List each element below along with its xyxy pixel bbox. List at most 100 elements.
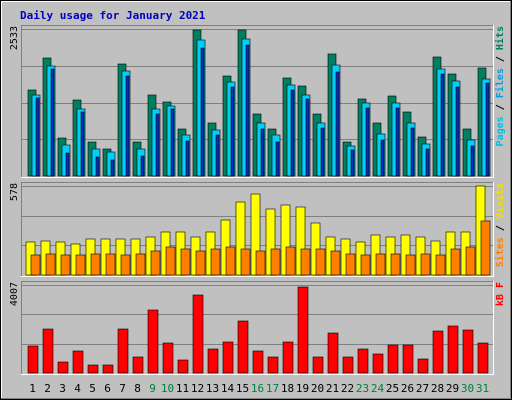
top-legend-part: Files [494,68,506,98]
top-bar-pages-day-8 [140,155,145,177]
bot-series-legend: kB F [495,282,506,306]
top-bar-pages-day-16 [260,128,265,177]
top-legend-part: Pages [495,116,506,146]
x-tick-label-day-9: 9 [149,382,156,395]
mid-bar-sites-day-11 [180,248,191,276]
bot-bar-kb-f-day-9 [147,309,159,374]
x-tick-label-day-14: 14 [221,382,235,395]
mid-panel: 578 Sites / Visits [9,182,506,277]
x-tick-label-day-19: 19 [296,382,309,395]
top-legend-part: / [495,50,506,68]
top-bar-pages-day-3 [65,152,70,177]
bot-bar-kb-f-day-25 [387,344,399,374]
bot-bar-kb-f-day-3 [57,361,69,374]
mid-ymax-label: 578 [9,183,20,201]
x-tick-label-day-30: 30 [461,382,474,395]
top-bar-pages-day-17 [275,141,280,177]
x-tick-label-day-25: 25 [386,382,399,395]
mid-bar-sites-day-16 [255,250,266,276]
x-tick-label-day-22: 22 [341,382,354,395]
x-tick-label-day-4: 4 [74,382,81,395]
x-tick-label-day-18: 18 [281,382,294,395]
mid-bar-sites-day-3 [60,254,71,276]
top-bar-pages-day-25 [395,107,400,177]
x-tick-label-day-26: 26 [401,382,414,395]
x-tick-label-day-27: 27 [416,382,429,395]
top-legend-part: / [495,98,506,116]
mid-bar-sites-day-31 [480,220,491,276]
mid-bar-visits-day-15 [235,201,246,276]
mid-legend-part: Sites [494,237,506,267]
mid-bar-sites-day-9 [150,250,161,276]
top-ymax-label: 2533 [9,26,20,50]
top-bar-pages-day-26 [410,127,415,177]
x-axis-tick-labels: 1 2 3 4 5 6 7 8 9 10 11 12 13 14 15 16 17 18 19 20 21 22 23 24 2… [29,382,489,395]
x-tick-label-day-1: 1 [29,382,36,395]
bot-bar-kb-f-day-14 [222,341,234,374]
mid-bar-sites-day-17 [270,248,281,276]
mid-bar-sites-day-24 [375,253,386,276]
mid-bar-sites-day-15 [240,248,251,276]
top-panel: 2533 Pages / Files / Hits [9,25,506,178]
x-tick-label-day-16: 16 [251,382,264,395]
x-tick-label-day-10: 10 [161,382,174,395]
x-tick-label-day-24: 24 [371,382,385,395]
top-bar-pages-day-11 [185,140,190,177]
mid-legend-part: Visits [494,183,506,219]
bot-bar-kb-f-day-28 [432,330,444,374]
top-bar-pages-day-7 [125,75,130,177]
bot-bar-kb-f-day-17 [267,356,279,374]
x-tick-label-day-5: 5 [89,382,96,395]
mid-bar-sites-day-2 [45,253,56,276]
bot-panel: 4007 kB F [9,281,506,375]
x-tick-label-day-15: 15 [236,382,249,395]
top-bar-pages-day-12 [200,47,205,177]
bot-bar-kb-f-day-12 [192,294,204,374]
top-bar-pages-day-29 [455,86,460,177]
bot-bar-kb-f-day-7 [117,328,129,374]
bot-bar-kb-f-day-30 [462,329,474,374]
bot-bar-kb-f-day-10 [162,342,174,374]
mid-bar-sites-day-25 [390,253,401,276]
mid-bar-sites-day-8 [135,253,146,276]
mid-bar-visits-day-19 [295,206,306,276]
top-bar-pages-day-19 [305,98,310,177]
bot-bar-kb-f-day-21 [327,332,339,374]
mid-bar-sites-day-18 [285,246,296,276]
bot-bar-kb-f-day-4 [72,350,84,374]
top-bar-pages-day-28 [440,73,445,177]
mid-bar-sites-day-23 [360,254,371,276]
top-bar-pages-day-30 [470,145,475,177]
bot-bar-kb-f-day-11 [177,359,189,374]
mid-bar-visits-day-18 [280,204,291,276]
bot-bar-kb-f-day-19 [297,286,309,374]
mid-bar-visits-day-17 [265,208,276,276]
bot-legend-part: kB F [495,282,506,306]
top-bar-pages-day-20 [320,127,325,177]
x-tick-label-day-28: 28 [431,382,444,395]
mid-bar-sites-day-30 [465,246,476,276]
x-tick-label-day-11: 11 [176,382,189,395]
mid-bar-sites-day-26 [405,254,416,276]
top-bar-pages-day-15 [245,44,250,177]
x-tick-label-day-20: 20 [311,382,324,395]
mid-bar-sites-day-12 [195,250,206,276]
x-tick-label-day-29: 29 [446,382,459,395]
top-legend-part: Hits [494,26,506,50]
bot-bar-kb-f-day-27 [417,358,429,374]
x-tick-label-day-21: 21 [326,382,339,395]
mid-bar-sites-day-21 [330,250,341,276]
top-bar-pages-day-10 [170,108,175,177]
top-bar-pages-day-24 [380,139,385,177]
mid-bar-sites-day-29 [450,248,461,276]
mid-bar-sites-day-14 [225,246,236,276]
mid-bar-sites-day-20 [315,248,326,276]
chart-title: Daily usage for January 2021 [20,9,206,22]
bot-bar-kb-f-day-18 [282,341,294,374]
bot-bar-kb-f-day-29 [447,325,459,374]
chart-panels: 2533 Pages / Files / Hits 578 Sites / Visit… [9,25,506,375]
bot-bar-kb-f-day-24 [372,353,384,374]
bot-bar-kb-f-day-13 [207,348,219,374]
top-bar-pages-day-6 [110,159,115,177]
